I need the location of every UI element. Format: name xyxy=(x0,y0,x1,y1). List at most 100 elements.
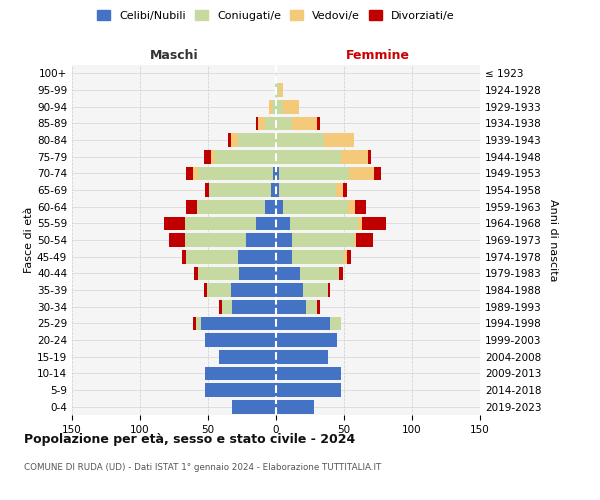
Bar xyxy=(276,316,331,330)
Bar xyxy=(317,116,320,130)
Bar xyxy=(221,300,232,314)
Bar xyxy=(186,200,197,213)
Text: Maschi: Maschi xyxy=(149,48,199,62)
Bar xyxy=(279,83,283,97)
Bar xyxy=(358,216,362,230)
Bar xyxy=(276,300,306,314)
Bar xyxy=(279,183,336,197)
Bar xyxy=(273,166,276,180)
Bar xyxy=(209,183,271,197)
Bar xyxy=(292,233,353,247)
Text: Femmine: Femmine xyxy=(346,48,410,62)
Bar xyxy=(231,133,238,147)
Bar xyxy=(229,133,231,147)
Bar xyxy=(205,383,276,397)
Bar xyxy=(215,150,276,164)
Bar xyxy=(276,83,279,97)
Bar xyxy=(303,283,328,297)
Bar xyxy=(232,300,276,314)
Bar xyxy=(306,300,317,314)
Bar xyxy=(185,216,256,230)
Bar xyxy=(265,116,276,130)
Y-axis label: Anni di nascita: Anni di nascita xyxy=(548,198,558,281)
Bar xyxy=(338,266,343,280)
Bar xyxy=(205,183,209,197)
Bar xyxy=(343,183,347,197)
Bar xyxy=(238,133,276,147)
Bar xyxy=(238,250,276,264)
Bar xyxy=(279,166,349,180)
Bar xyxy=(344,250,347,264)
Bar xyxy=(368,150,371,164)
Bar xyxy=(201,316,276,330)
Bar xyxy=(256,216,276,230)
Y-axis label: Fasce di età: Fasce di età xyxy=(24,207,34,273)
Bar xyxy=(276,183,279,197)
Bar xyxy=(353,233,356,247)
Bar xyxy=(169,233,185,247)
Bar xyxy=(276,383,341,397)
Bar xyxy=(199,266,239,280)
Bar xyxy=(197,200,265,213)
Text: COMUNE DI RUDA (UD) - Dati ISTAT 1° gennaio 2024 - Elaborazione TUTTITALIA.IT: COMUNE DI RUDA (UD) - Dati ISTAT 1° genn… xyxy=(24,462,382,471)
Bar xyxy=(206,283,231,297)
Bar xyxy=(199,166,273,180)
Bar xyxy=(348,200,355,213)
Bar xyxy=(164,216,185,230)
Bar xyxy=(182,250,186,264)
Bar xyxy=(283,200,348,213)
Bar xyxy=(276,200,283,213)
Bar xyxy=(271,183,276,197)
Bar xyxy=(276,350,328,364)
Bar xyxy=(347,250,351,264)
Bar xyxy=(204,283,206,297)
Bar xyxy=(283,100,299,114)
Bar xyxy=(276,166,279,180)
Bar xyxy=(193,316,196,330)
Bar xyxy=(276,216,290,230)
Legend: Celibi/Nubili, Coniugati/e, Vedovi/e, Divorziati/e: Celibi/Nubili, Coniugati/e, Vedovi/e, Di… xyxy=(93,6,459,25)
Bar xyxy=(341,150,368,164)
Bar xyxy=(292,250,344,264)
Bar xyxy=(276,366,341,380)
Bar xyxy=(355,200,366,213)
Bar xyxy=(276,133,323,147)
Bar xyxy=(276,283,303,297)
Bar xyxy=(211,150,215,164)
Bar xyxy=(276,333,337,347)
Bar xyxy=(272,100,276,114)
Bar xyxy=(317,300,320,314)
Bar xyxy=(276,233,292,247)
Bar xyxy=(194,266,199,280)
Bar xyxy=(336,183,343,197)
Bar xyxy=(362,216,386,230)
Bar xyxy=(290,216,358,230)
Bar xyxy=(301,266,338,280)
Bar xyxy=(276,266,301,280)
Text: Popolazione per età, sesso e stato civile - 2024: Popolazione per età, sesso e stato civil… xyxy=(24,432,355,446)
Bar xyxy=(276,100,283,114)
Bar xyxy=(276,116,292,130)
Bar xyxy=(246,233,276,247)
Bar xyxy=(275,83,276,97)
Bar xyxy=(356,233,373,247)
Bar xyxy=(276,250,292,264)
Bar xyxy=(276,150,341,164)
Bar xyxy=(204,150,211,164)
Bar xyxy=(196,316,201,330)
Bar xyxy=(193,166,199,180)
Bar xyxy=(232,400,276,413)
Bar xyxy=(256,116,259,130)
Bar xyxy=(276,400,314,413)
Bar xyxy=(239,266,276,280)
Bar xyxy=(331,316,341,330)
Bar xyxy=(219,300,221,314)
Bar xyxy=(219,350,276,364)
Bar xyxy=(231,283,276,297)
Bar xyxy=(374,166,381,180)
Bar xyxy=(265,200,276,213)
Bar xyxy=(349,166,374,180)
Bar xyxy=(269,100,272,114)
Bar xyxy=(186,250,238,264)
Bar xyxy=(205,333,276,347)
